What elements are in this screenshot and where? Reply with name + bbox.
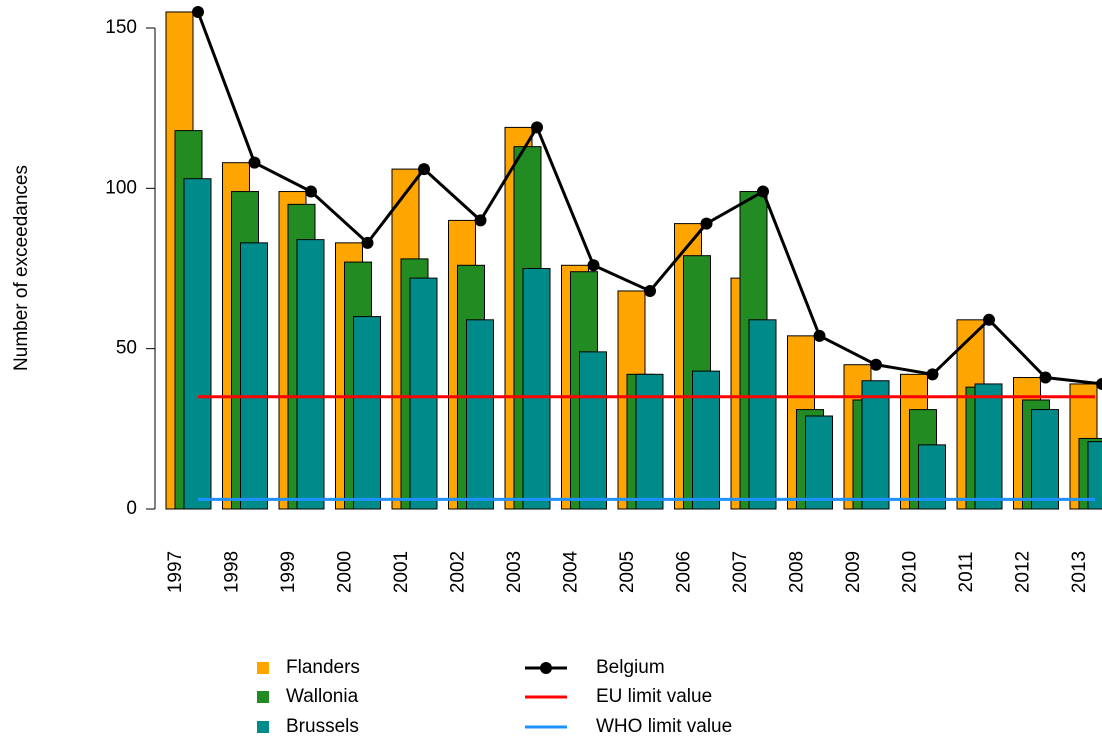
x-tick-label: 2006 — [674, 551, 695, 593]
legend-label: Belgium — [596, 657, 665, 678]
x-tick-label: 2007 — [730, 551, 751, 593]
bar — [635, 373, 664, 510]
bar — [748, 319, 777, 510]
legend-label: Wallonia — [286, 686, 359, 707]
point — [248, 156, 261, 169]
point — [870, 358, 882, 371]
legend-point — [540, 662, 552, 674]
x-tick-label: 2002 — [448, 551, 469, 593]
x-tick-label: 2009 — [843, 551, 864, 593]
y-tick-label: 100 — [105, 177, 137, 198]
y-axis-label: Number of exceedances — [11, 165, 32, 371]
bar — [805, 415, 833, 510]
point — [192, 5, 204, 18]
bar — [692, 370, 720, 510]
bar — [353, 316, 381, 510]
legend-swatch — [257, 662, 269, 674]
point — [361, 236, 374, 249]
bar — [409, 277, 438, 510]
point — [700, 217, 713, 230]
x-tick-label: 1998 — [222, 551, 243, 593]
y-tick-label: 150 — [105, 17, 137, 38]
point — [813, 329, 826, 342]
point — [587, 259, 600, 272]
legend-label: WHO limit value — [596, 716, 732, 737]
y-tick-label: 50 — [116, 338, 137, 359]
x-tick-label: 2003 — [504, 551, 525, 593]
x-tick-label: 2010 — [900, 551, 921, 593]
x-tick-label: 2012 — [1013, 551, 1034, 593]
bar — [240, 242, 268, 510]
legend-label: EU limit value — [596, 686, 712, 707]
y-tick-label: 0 — [126, 498, 137, 519]
point — [305, 185, 317, 198]
legend-swatch — [257, 721, 269, 733]
x-tick-label: 2001 — [391, 551, 412, 593]
x-tick-label: 2005 — [617, 551, 638, 593]
bar — [296, 239, 325, 510]
legend-label: Flanders — [286, 657, 360, 678]
point — [926, 368, 939, 381]
legend-swatch — [257, 691, 269, 703]
x-tick-label: 2013 — [1069, 551, 1090, 593]
legend-label: Brussels — [286, 716, 359, 737]
point — [1096, 377, 1102, 390]
bar — [974, 383, 1003, 510]
bar — [579, 351, 607, 510]
x-tick-label: 2011 — [956, 552, 977, 593]
bar — [466, 319, 494, 510]
x-tick-label: 1999 — [278, 551, 299, 593]
x-tick-label: 2004 — [561, 550, 582, 593]
point — [644, 284, 656, 297]
bar — [1031, 409, 1059, 510]
point — [474, 214, 487, 227]
x-tick-label: 2008 — [787, 551, 808, 593]
bar — [522, 268, 551, 510]
point — [757, 185, 769, 198]
point — [983, 313, 995, 326]
x-tick-label: 1997 — [165, 551, 186, 593]
x-tick-label: 2000 — [335, 551, 356, 593]
point — [531, 121, 543, 134]
point — [418, 163, 430, 176]
bar — [861, 380, 890, 510]
bar — [183, 178, 212, 510]
point — [1039, 371, 1052, 384]
